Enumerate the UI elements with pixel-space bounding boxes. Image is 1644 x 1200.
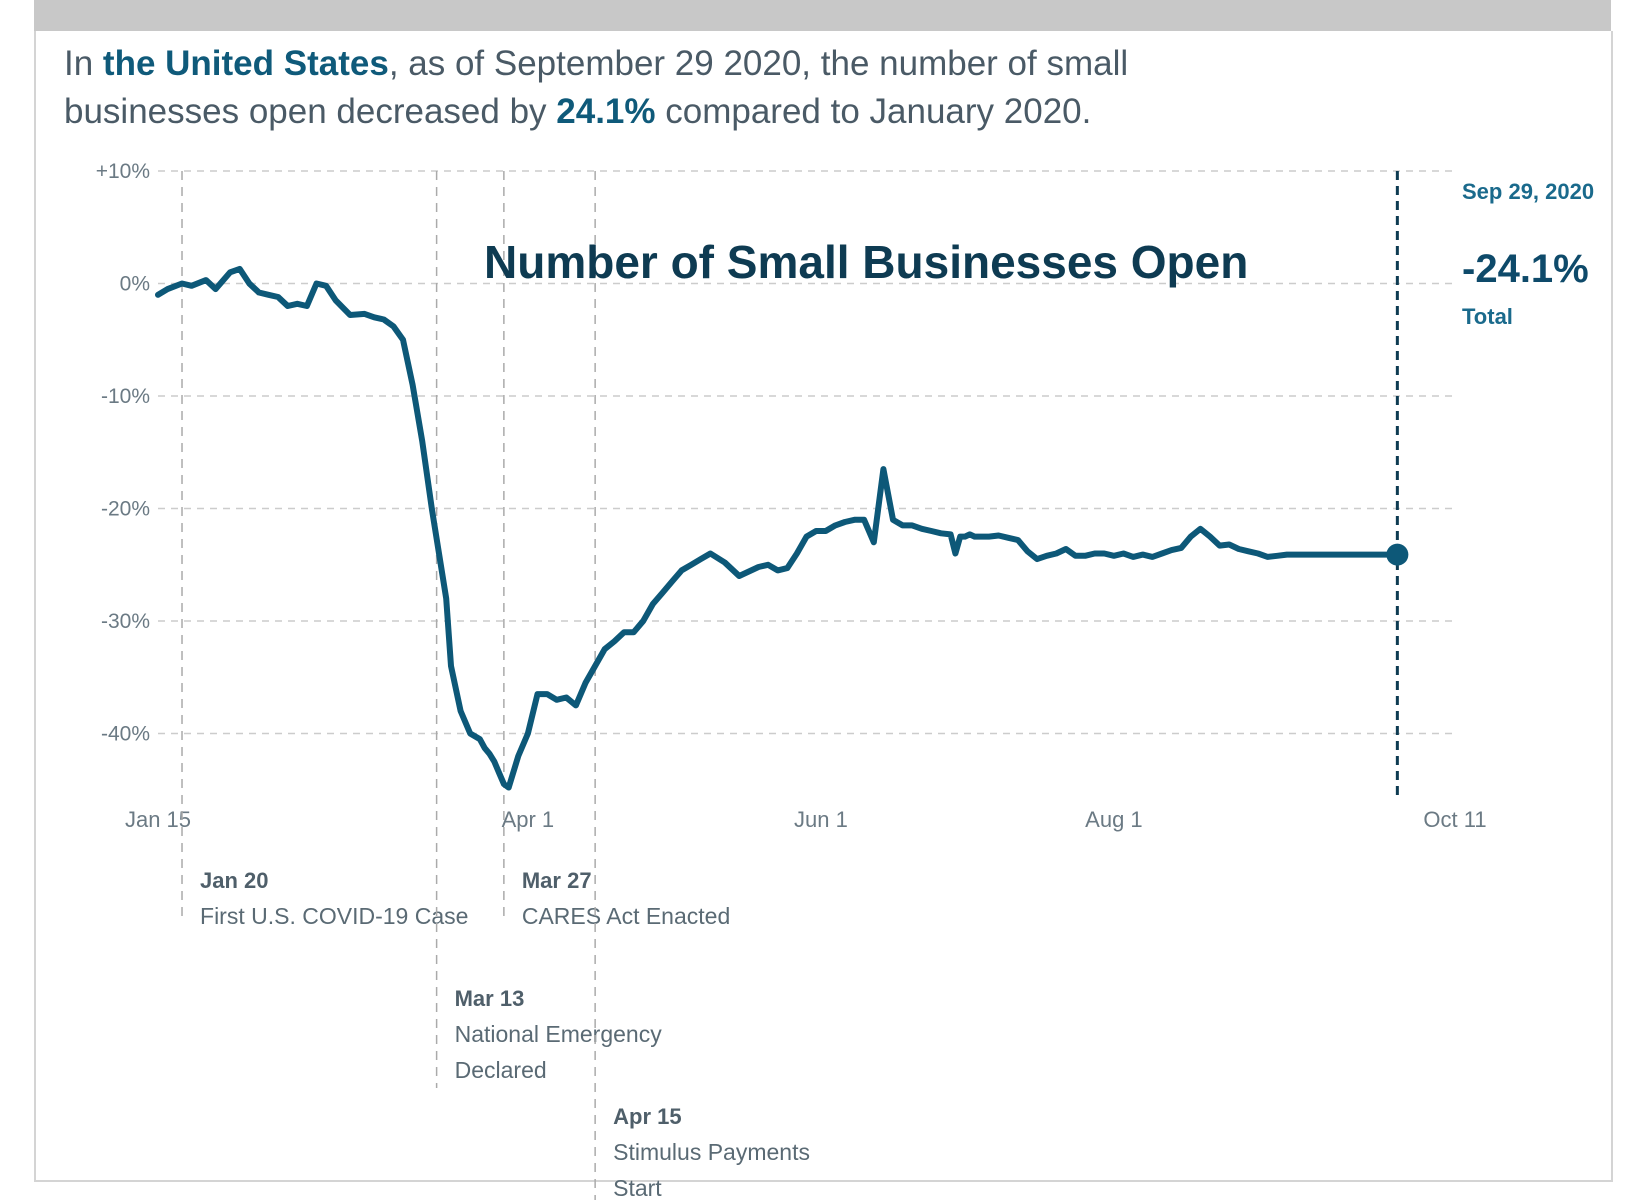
headline-location: the United States [102, 44, 389, 83]
event-description-label: First U.S. COVID-19 Case [200, 903, 468, 929]
headline-middle: , as of September 29 2020, the number of… [64, 44, 1129, 131]
event-date-label: Mar 27 [522, 868, 592, 893]
event-description-label: CARES Act Enacted [522, 903, 730, 929]
headline-text: In the United States, as of September 29… [64, 40, 1264, 136]
end-caption-label: Total [1462, 304, 1513, 329]
x-tick-label: Jan 15 [125, 807, 191, 832]
end-marker-layer: Sep 29, 2020 -24.1% Total [1386, 171, 1594, 795]
event-description-label: Stimulus Payments [613, 1139, 810, 1165]
y-tick-label: -40% [101, 723, 150, 746]
y-tick-label: -30% [101, 610, 150, 633]
chart-card [34, 31, 1613, 1182]
grid-layer: +10% 0% -10% -20% -30% -40% Jan 15 Apr 1 Jun 1 Au… [96, 160, 1487, 832]
x-tick-label: Aug 1 [1085, 807, 1143, 832]
top-bar [34, 0, 1611, 31]
event-description-label: Declared [455, 1057, 547, 1083]
y-tick-label: -10% [101, 385, 150, 408]
x-tick-label: Jun 1 [794, 807, 848, 832]
headline-prefix: In [64, 44, 103, 83]
headline-change: 24.1% [556, 92, 656, 131]
headline-suffix: compared to January 2020. [655, 92, 1092, 131]
y-tick-label: 0% [120, 273, 150, 296]
event-description-label: Start [613, 1175, 662, 1200]
line-layer [155, 265, 1406, 791]
event-date-label: Apr 15 [613, 1104, 681, 1129]
chart-title: Number of Small Businesses Open [484, 236, 1248, 288]
end-date-label: Sep 29, 2020 [1462, 179, 1594, 204]
x-tick-label: Oct 11 [1423, 807, 1486, 832]
event-description-label: National Emergency [455, 1021, 663, 1047]
end-point-dot [1386, 543, 1409, 566]
event-date-label: Jan 20 [200, 868, 269, 893]
annotation-layer: Jan 20 First U.S. COVID-19 Case Mar 13 Nati… [181, 171, 810, 1200]
event-date-label: Mar 13 [455, 986, 525, 1011]
end-value-label: -24.1% [1462, 247, 1589, 291]
series-line [155, 265, 1406, 791]
y-tick-label: -20% [101, 498, 150, 521]
y-tick-label: +10% [96, 160, 150, 183]
x-tick-label: Apr 1 [502, 807, 555, 832]
